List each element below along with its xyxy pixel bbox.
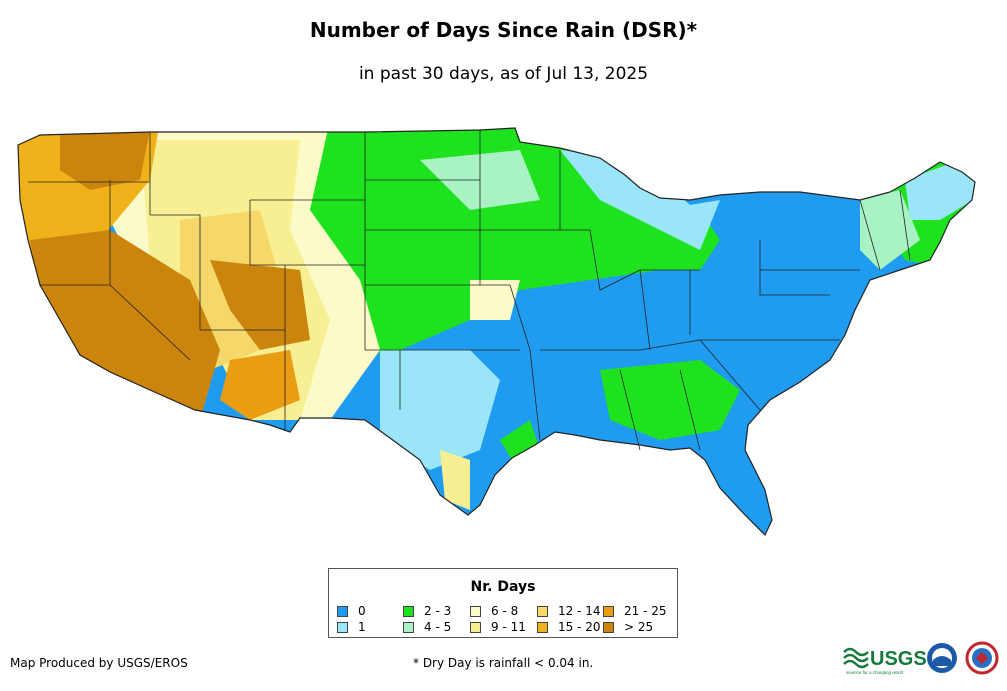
legend-label: 12 - 14 [558, 604, 601, 618]
region-yellow-texas-coast [440, 450, 470, 510]
legend-swatch [337, 605, 348, 617]
us-outline [17, 127, 976, 537]
legend-label: 15 - 20 [558, 620, 601, 634]
legend-label: > 25 [624, 620, 654, 634]
noaa-logo-icon [927, 643, 957, 673]
region-lightblue-greatlakes [560, 150, 720, 250]
legend-item: 15 - 20 [537, 620, 601, 634]
region-dark-orange-oregon [60, 130, 150, 190]
legend-label: 0 [358, 604, 366, 618]
dry-day-note: * Dry Day is rainfall < 0.04 in. [413, 656, 594, 670]
usgs-tagline: science for a changing world [846, 670, 904, 675]
usgs-logo: USGS science for a changing world [843, 647, 927, 675]
legend-item: 4 - 5 [403, 620, 451, 634]
state-boundaries [28, 130, 911, 451]
legend-swatch [603, 605, 614, 617]
legend-label: 2 - 3 [424, 604, 452, 618]
legend-item: > 25 [603, 620, 653, 634]
legend-item: 6 - 8 [470, 604, 518, 618]
region-dark-orange-southwest [30, 230, 220, 420]
legend-swatch [403, 605, 414, 617]
region-lightblue-ne [905, 160, 975, 220]
agency-logos: USGS science for a changing world [843, 641, 999, 675]
legend-item: 1 [337, 620, 366, 634]
legend-item: 21 - 25 [603, 604, 667, 618]
region-orange-arizona [220, 350, 300, 420]
map-subtitle: in past 30 days, as of Jul 13, 2025 [358, 64, 649, 84]
legend-label: 4 - 5 [424, 620, 452, 634]
legend-item: 2 - 3 [403, 604, 451, 618]
region-mint-ne [860, 190, 920, 270]
map-title: Number of Days Since Rain (DSR)* [309, 18, 698, 42]
legend-swatch [537, 621, 548, 633]
region-pale-yellow-plains [470, 280, 520, 320]
legend-swatch [470, 621, 481, 633]
legend-swatch [470, 605, 481, 617]
usgs-logo-text: USGS [870, 648, 927, 670]
nws-logo-icon [965, 641, 999, 675]
legend-item: 12 - 14 [537, 604, 601, 618]
legend-title: Nr. Days [470, 579, 536, 595]
legend-label: 1 [358, 620, 366, 634]
us-dsr-map [17, 127, 976, 537]
legend-item: 9 - 11 [470, 620, 526, 634]
region-lightblue-texas [380, 350, 500, 470]
producer-credit: Map Produced by USGS/EROS [10, 656, 188, 670]
legend: Nr. Days 0 1 2 - 3 4 - 5 6 - 8 9 - 11 12… [328, 568, 678, 638]
legend-label: 9 - 11 [491, 620, 526, 634]
legend-swatch [337, 621, 348, 633]
legend-label: 21 - 25 [624, 604, 667, 618]
legend-item: 0 [337, 604, 366, 618]
region-green-south [600, 360, 740, 440]
legend-label: 6 - 8 [491, 604, 519, 618]
legend-swatch [537, 605, 548, 617]
legend-swatch [603, 621, 614, 633]
legend-swatch [403, 621, 414, 633]
